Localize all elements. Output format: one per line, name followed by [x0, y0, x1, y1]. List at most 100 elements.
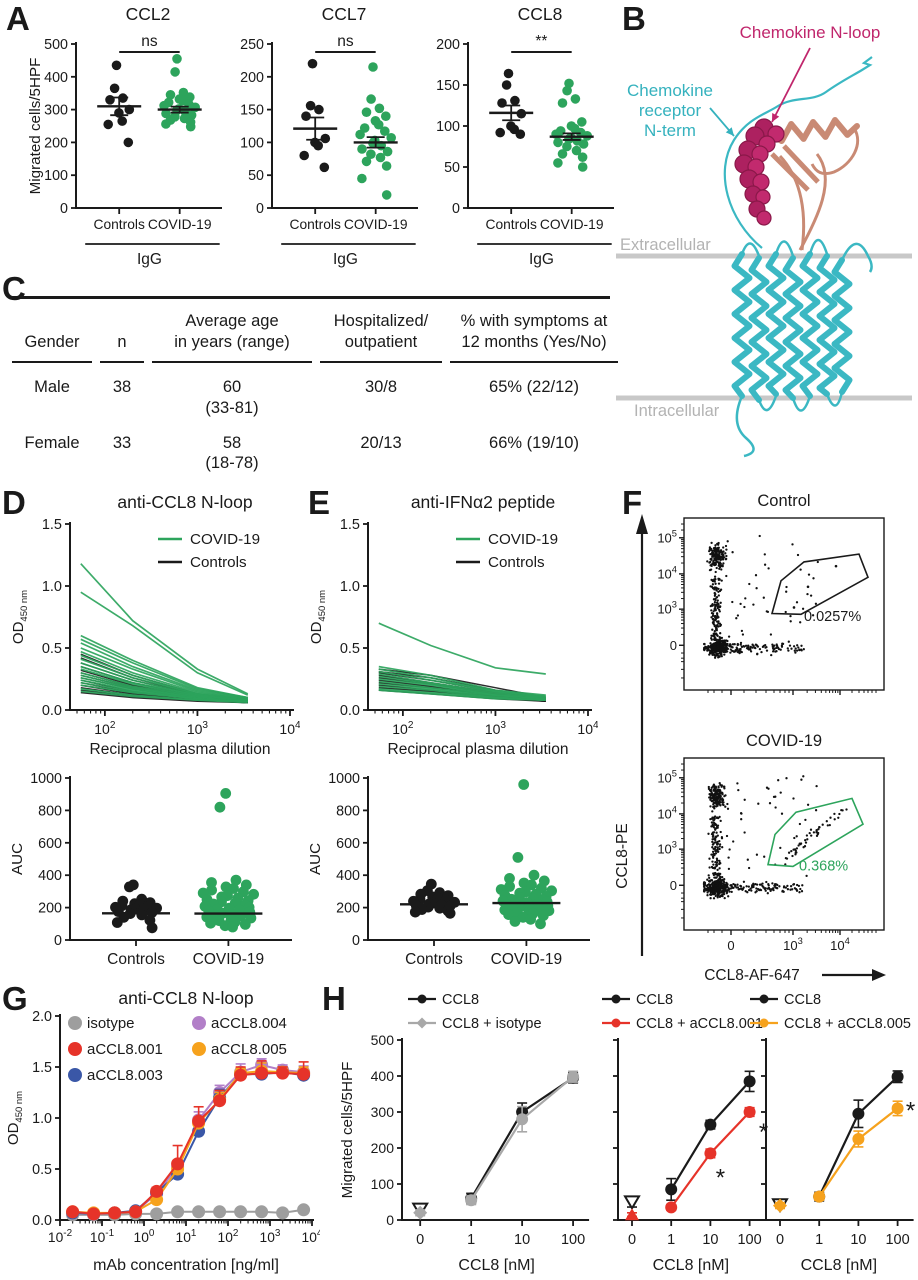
- svg-text:200: 200: [38, 901, 62, 917]
- chart-migration-accl8-005: 0 1 10 100 CCL8 [nM] CCL8 CCL8 + aCCL8.005 *: [748, 990, 918, 1280]
- svg-text:CCL8 [nM]: CCL8 [nM]: [653, 1257, 729, 1274]
- svg-text:200: 200: [336, 901, 360, 917]
- chart-mab-dose-response: anti-CCL8 N-loop 0.0 0.5 1.0 1.5 2.0 10-2 10-1 1…: [4, 988, 323, 1280]
- svg-text:100: 100: [885, 1232, 909, 1248]
- svg-text:aCCL8.001: aCCL8.001: [87, 1041, 163, 1058]
- svg-text:COVID-19: COVID-19: [488, 531, 558, 548]
- svg-text:103: 103: [783, 936, 803, 953]
- svg-text:103: 103: [260, 1228, 281, 1245]
- svg-text:400: 400: [38, 868, 62, 884]
- svg-text:1: 1: [815, 1232, 823, 1248]
- svg-text:0.0: 0.0: [32, 1213, 52, 1229]
- svg-text:CCL8-PE: CCL8-PE: [614, 823, 631, 888]
- svg-text:150: 150: [240, 103, 264, 119]
- panel-g-label: G: [2, 980, 28, 1017]
- svg-text:OD450 nm: OD450 nm: [10, 590, 30, 644]
- svg-text:OD450 nm: OD450 nm: [308, 590, 328, 644]
- svg-text:200: 200: [240, 70, 264, 86]
- svg-text:600: 600: [38, 836, 62, 852]
- cell-symptoms: 66% (19/10): [489, 433, 579, 452]
- svg-text:100: 100: [240, 135, 264, 151]
- svg-text:102: 102: [392, 720, 414, 737]
- svg-text:103: 103: [485, 720, 507, 737]
- svg-text:ns: ns: [141, 33, 158, 50]
- svg-text:CCL8: CCL8: [442, 992, 479, 1008]
- svg-text:CCL8 [nM]: CCL8 [nM]: [458, 1257, 534, 1274]
- panel-d-label: D: [2, 484, 26, 521]
- chart-ccl2-dotplot: CCL2 0 100 200 300 400 500 Controls COVID-19 ns Ig…: [26, 4, 226, 287]
- svg-text:COVID-19: COVID-19: [540, 217, 604, 232]
- svg-text:104: 104: [657, 564, 677, 581]
- svg-text:0: 0: [670, 638, 677, 653]
- svg-text:*: *: [906, 1097, 915, 1124]
- svg-text:300: 300: [44, 103, 68, 119]
- col-header-n: n: [100, 332, 144, 364]
- chart-migration-isotype: 0 100 200 300 400 500 0 1 10 100 CCL8 [nM] Migrated…: [338, 990, 594, 1280]
- svg-text:1: 1: [667, 1232, 675, 1248]
- svg-text:aCCL8.004: aCCL8.004: [211, 1015, 287, 1032]
- svg-text:150: 150: [436, 78, 460, 94]
- protein-structure-figure: Chemokine N-loop Chemokine receptor N-te…: [616, 23, 912, 458]
- svg-text:0: 0: [670, 878, 677, 893]
- svg-text:800: 800: [38, 803, 62, 819]
- svg-text:103: 103: [657, 840, 677, 857]
- panel-e-title: anti-IFNα2 peptide: [410, 492, 556, 512]
- extracellular-label: Extracellular: [620, 236, 711, 254]
- svg-text:isotype: isotype: [87, 1015, 135, 1032]
- panel-h-label: H: [322, 980, 346, 1017]
- svg-text:AUC: AUC: [307, 843, 324, 875]
- svg-text:105: 105: [657, 528, 677, 545]
- svg-text:*: *: [716, 1164, 725, 1191]
- panel-a-label: A: [6, 0, 30, 37]
- svg-text:200: 200: [371, 1140, 395, 1156]
- cell-hospitalized: 30/8: [364, 378, 398, 397]
- chart-anti-ifna2-auc: 0 200 400 600 800 1000 Controls COVID-19 AUC: [306, 766, 598, 993]
- svg-text:Reciprocal plasma dilution: Reciprocal plasma dilution: [388, 741, 569, 758]
- chart-anti-ccl8-auc: 0 200 400 600 800 1000 Controls COVID-19 AUC: [8, 766, 300, 993]
- svg-text:Controls: Controls: [405, 951, 463, 968]
- svg-text:Controls: Controls: [107, 951, 165, 968]
- svg-text:Controls: Controls: [190, 554, 247, 571]
- svg-text:1000: 1000: [30, 771, 62, 787]
- svg-text:400: 400: [336, 868, 360, 884]
- svg-text:Controls: Controls: [94, 217, 145, 232]
- svg-text:100: 100: [737, 1232, 761, 1248]
- svg-text:0.5: 0.5: [340, 641, 360, 657]
- col-header-hospitalized: Hospitalized/ outpatient: [320, 311, 442, 364]
- svg-text:400: 400: [371, 1068, 395, 1084]
- svg-text:IgG: IgG: [333, 251, 358, 268]
- svg-text:0: 0: [54, 933, 62, 949]
- svg-text:102: 102: [218, 1228, 239, 1245]
- svg-text:105: 105: [657, 768, 677, 785]
- svg-text:500: 500: [371, 1032, 395, 1048]
- svg-text:104: 104: [657, 804, 677, 821]
- svg-text:0: 0: [386, 1212, 394, 1228]
- svg-text:200: 200: [436, 37, 460, 53]
- col-header-age: Average age in years (range): [152, 311, 312, 364]
- svg-text:100: 100: [134, 1228, 155, 1245]
- svg-text:102: 102: [94, 720, 116, 737]
- svg-text:CCL8-AF-647: CCL8-AF-647: [704, 967, 800, 984]
- cell-hospitalized: 20/13: [360, 433, 402, 452]
- svg-text:104: 104: [279, 720, 300, 737]
- svg-text:mAb concentration [ng/ml]: mAb concentration [ng/ml]: [93, 1257, 279, 1274]
- svg-text:50: 50: [248, 168, 264, 184]
- receptor-nterm-label-1: Chemokine: [627, 81, 713, 100]
- col-header-gender: Gender: [12, 332, 92, 364]
- intracellular-label: Intracellular: [634, 402, 720, 420]
- svg-text:400: 400: [44, 70, 68, 86]
- chart-ccl8-dotplot: CCL8 0 50 100 150 200 Controls COVID-19 ** IgG: [418, 4, 618, 287]
- svg-text:104: 104: [577, 720, 598, 737]
- svg-text:101: 101: [176, 1228, 197, 1245]
- svg-text:0.5: 0.5: [32, 1162, 52, 1178]
- svg-text:10: 10: [850, 1232, 866, 1248]
- svg-text:Controls: Controls: [290, 217, 341, 232]
- svg-text:0.0: 0.0: [340, 703, 360, 719]
- svg-text:10: 10: [514, 1232, 530, 1248]
- svg-text:1000: 1000: [328, 771, 360, 787]
- cohort-table: Gender n Average age in years (range) Ho…: [12, 296, 618, 474]
- svg-text:1.0: 1.0: [32, 1111, 52, 1127]
- svg-text:COVID-19: COVID-19: [746, 732, 822, 750]
- svg-text:CCL8: CCL8: [518, 4, 563, 24]
